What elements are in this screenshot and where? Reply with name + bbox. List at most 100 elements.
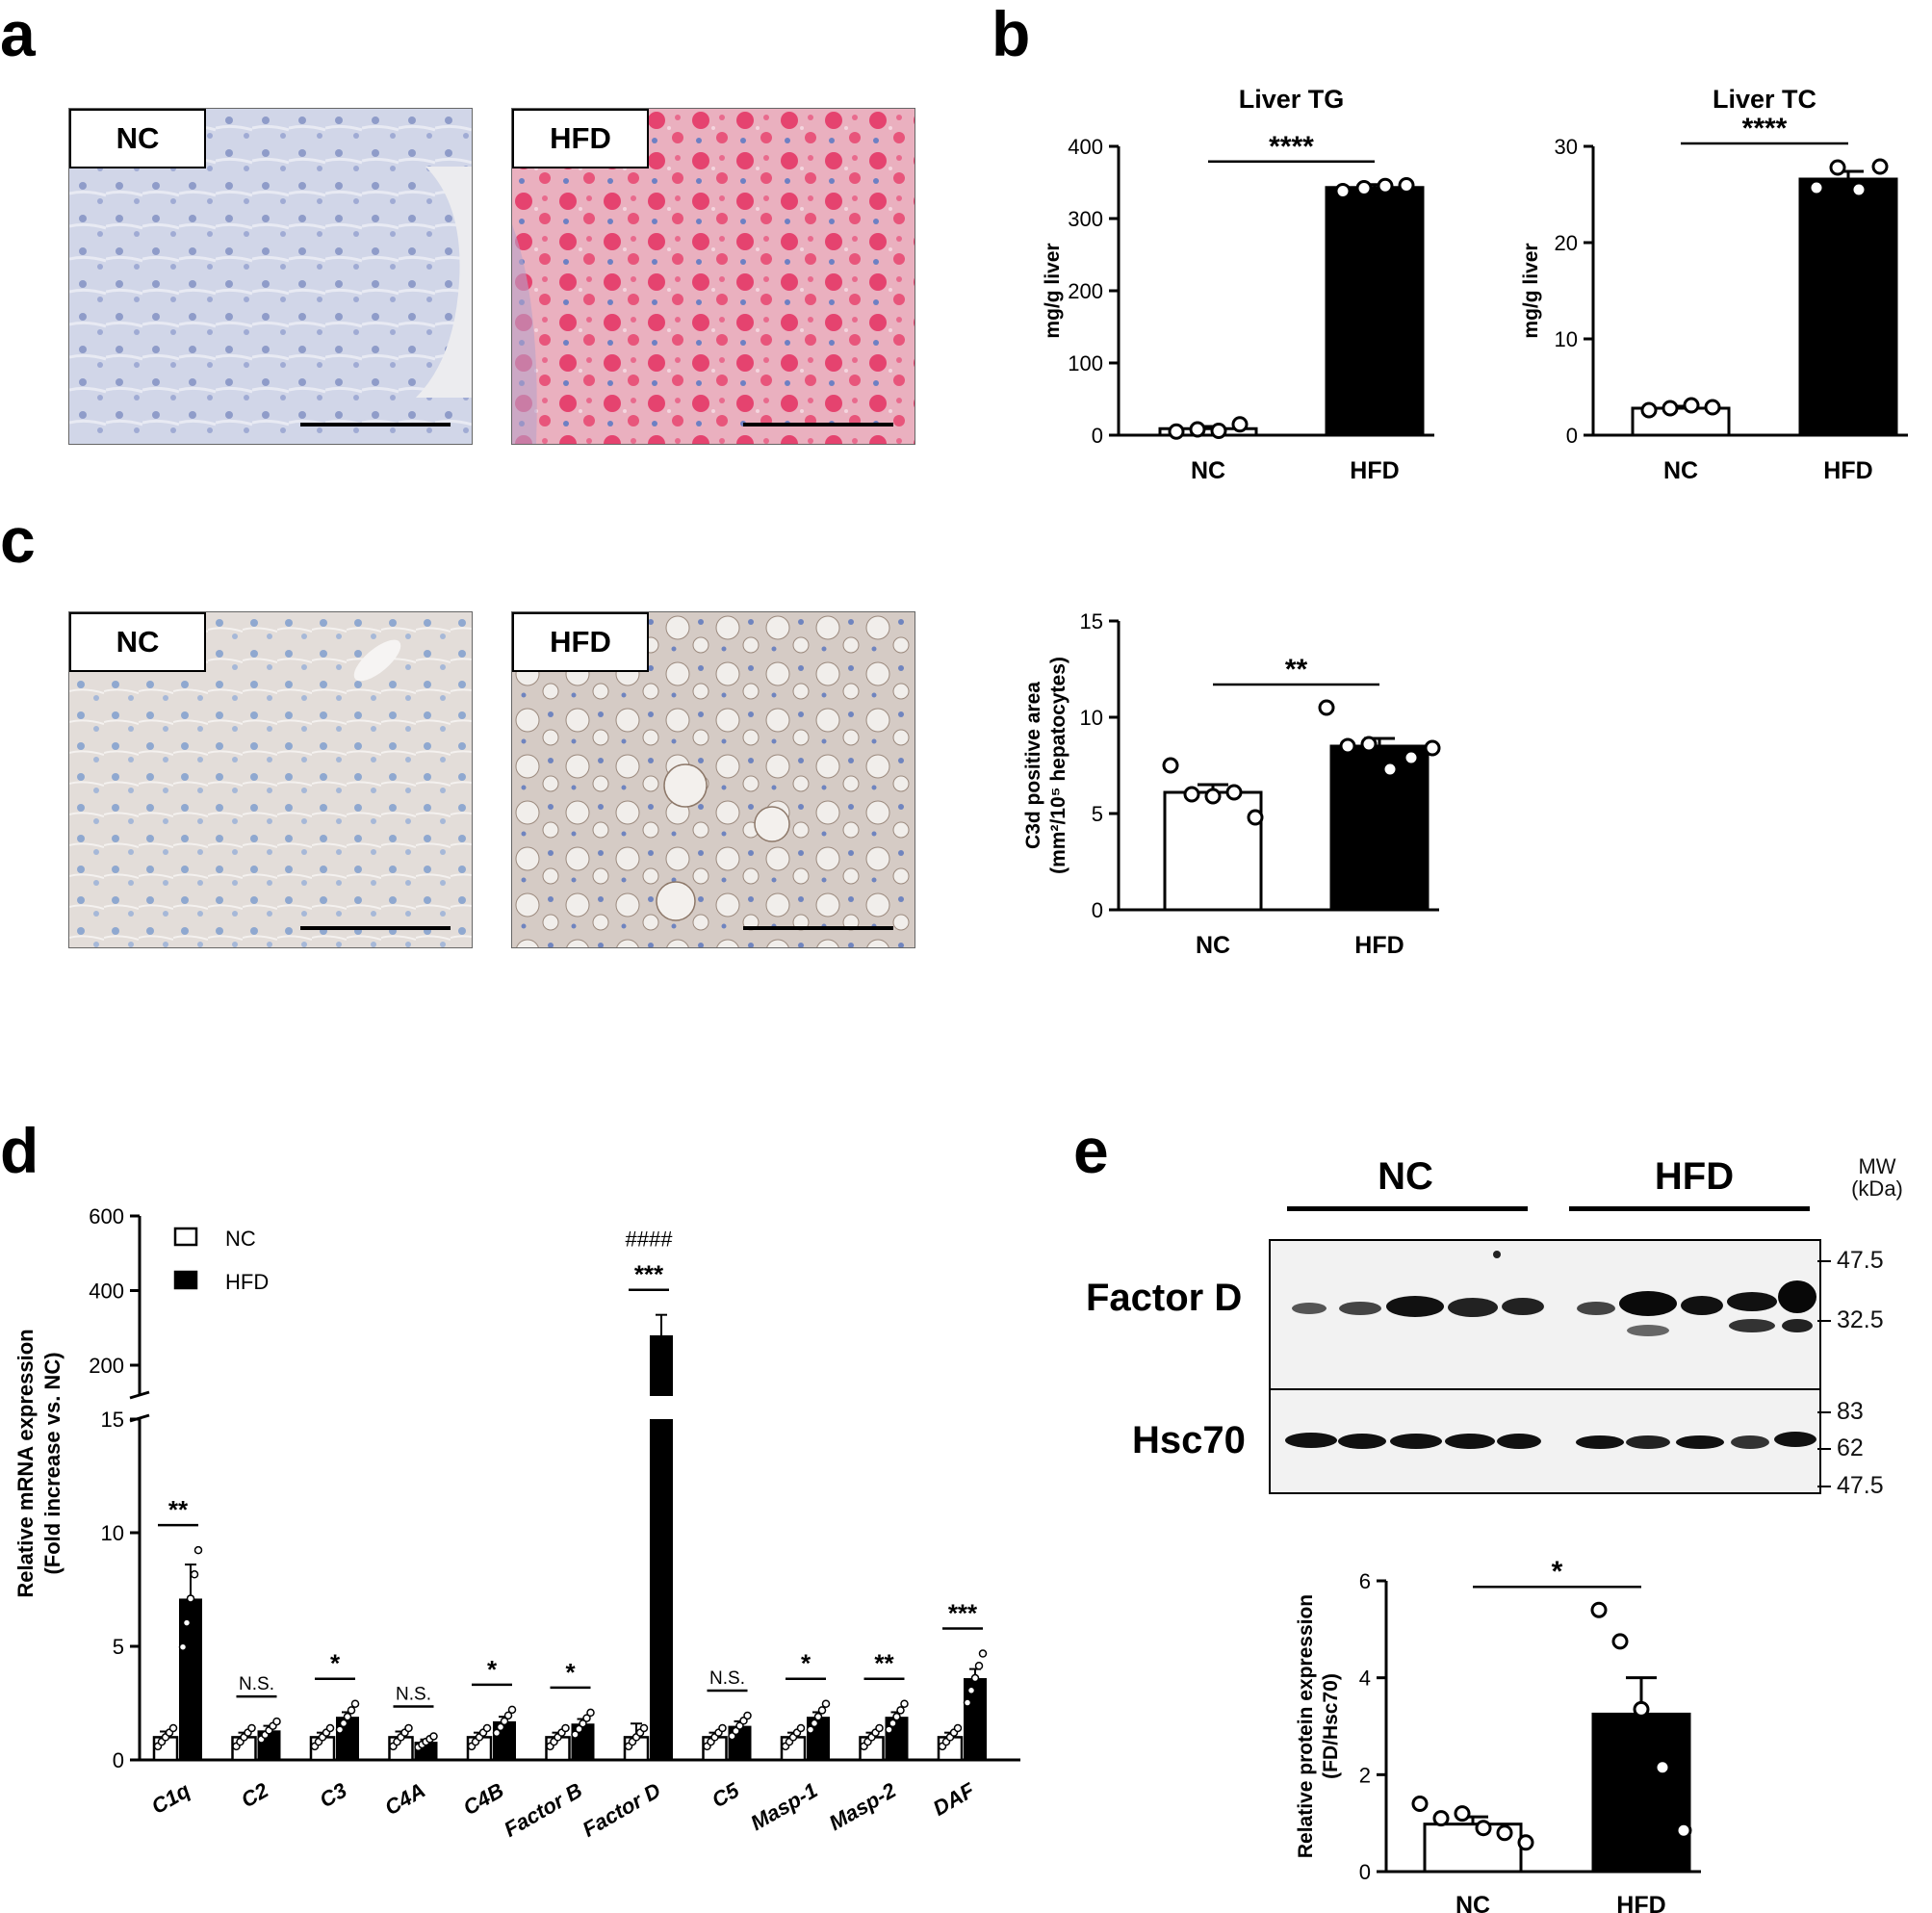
y-tick-label: 400 [89, 1280, 124, 1304]
category-label: Masp-1 [746, 1778, 821, 1836]
data-point [743, 1711, 752, 1720]
micrograph-c-hfd: HFD [511, 611, 915, 948]
category-label: HFD [1616, 1892, 1665, 1913]
category-label: C1q [147, 1777, 194, 1819]
data-point [1398, 177, 1415, 194]
category-label: C2 [237, 1777, 273, 1812]
bar-hfd-upper [650, 1335, 673, 1396]
data-point [1210, 423, 1227, 439]
tick-marker [1817, 1448, 1831, 1450]
data-point [1339, 737, 1356, 755]
significance-marker: **** [1269, 131, 1314, 163]
data-point [500, 1717, 509, 1726]
data-point [1850, 181, 1868, 198]
significance-marker: * [565, 1658, 576, 1687]
legend-swatch-nc [173, 1227, 198, 1247]
category-label: HFD [1354, 932, 1404, 959]
data-point [182, 1618, 192, 1627]
data-point [579, 1719, 587, 1728]
micrograph-c-nc: NC [68, 611, 473, 948]
data-point [1654, 1759, 1671, 1776]
data-point [429, 1732, 438, 1741]
data-point [978, 1649, 988, 1658]
y-axis-label: mg/g liver [1520, 243, 1542, 338]
legend-label: NC [225, 1227, 256, 1251]
y-tick-label: 10 [101, 1521, 124, 1545]
significance-marker: *** [948, 1599, 978, 1628]
data-point [806, 1725, 815, 1734]
data-point [347, 1706, 356, 1715]
scale-bar [300, 926, 451, 930]
data-point [1683, 397, 1700, 414]
data-point [1411, 1796, 1429, 1813]
y-axis-label: (FD/Hsc70) [1320, 1673, 1342, 1779]
bar-nc [1163, 790, 1263, 912]
data-point [1454, 1805, 1471, 1823]
data-point [963, 1698, 972, 1707]
data-point [900, 1699, 909, 1708]
micrograph-texture [512, 612, 914, 947]
mw-header-line1: MW [1858, 1154, 1896, 1178]
category-label: C4B [459, 1778, 508, 1821]
data-point [1633, 1700, 1650, 1718]
significance-marker: N.S. [709, 1668, 745, 1689]
data-point [1496, 1824, 1513, 1842]
data-point [1640, 401, 1658, 419]
marker-label: 47.5 [1837, 1247, 1884, 1274]
data-point [796, 1723, 806, 1733]
y-tick-label: 200 [89, 1354, 124, 1378]
data-point [272, 1717, 281, 1726]
data-point [1424, 739, 1441, 757]
data-point [1829, 159, 1846, 176]
data-point [1871, 158, 1889, 175]
y-tick-label: 0 [1566, 424, 1578, 448]
data-point [1662, 400, 1679, 417]
y-tick-label: 100 [1068, 351, 1103, 375]
group-tag-nc: NC [69, 612, 206, 672]
data-point [1377, 177, 1394, 194]
data-point [1334, 183, 1352, 199]
data-point [350, 1699, 360, 1708]
data-point [1611, 1633, 1629, 1650]
blot-bands [1285, 1432, 1816, 1449]
data-point [896, 1706, 905, 1715]
significance-marker: N.S. [396, 1685, 431, 1705]
significance-marker: ** [874, 1649, 894, 1678]
category-label: Masp-2 [825, 1777, 901, 1835]
data-point [889, 1719, 897, 1728]
y-tick-label: 20 [1555, 231, 1578, 255]
legend-label: HFD [225, 1270, 269, 1294]
category-label: NC [1455, 1892, 1490, 1913]
data-point [247, 1723, 256, 1733]
data-point [970, 1673, 980, 1683]
tick-marker [1817, 1486, 1831, 1487]
mw-header-line2: (kDa) [1851, 1176, 1903, 1202]
scale-bar [300, 423, 451, 427]
micrograph-a-nc: NC [68, 108, 473, 445]
lane-group-hfd-bar [1569, 1206, 1810, 1211]
data-point [1189, 421, 1206, 438]
group-tag-nc: NC [69, 109, 206, 168]
lane-group-nc: NC [1378, 1155, 1433, 1198]
significance-marker: **** [1742, 113, 1788, 144]
data-point [885, 1725, 893, 1734]
data-point [186, 1594, 195, 1603]
significance-marker: *** [634, 1260, 664, 1289]
bar-hfd [1329, 744, 1430, 912]
data-point [966, 1686, 976, 1695]
panel-label-b: b [992, 0, 1031, 69]
data-point [503, 1711, 513, 1720]
category-label: NC [1663, 457, 1698, 484]
blot-hsc70 [1269, 1388, 1821, 1494]
data-point [571, 1730, 580, 1739]
group-tag-hfd: HFD [512, 109, 649, 168]
panel-label-a: a [0, 0, 36, 69]
data-point [496, 1722, 505, 1732]
legend-swatch-hfd [173, 1270, 198, 1290]
data-point [813, 1712, 823, 1721]
bar-hfd-lower [650, 1419, 673, 1760]
data-point [875, 1723, 884, 1733]
data-point [482, 1723, 492, 1733]
y-tick-label: 0 [1092, 424, 1103, 448]
data-point [1675, 1822, 1692, 1839]
